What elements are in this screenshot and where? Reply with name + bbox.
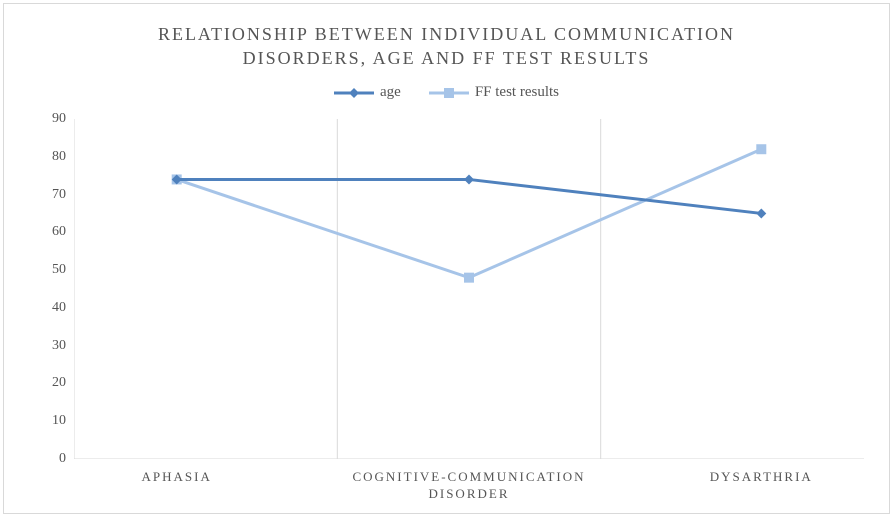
ytick-label: 20 — [52, 375, 66, 391]
ytick-label: 80 — [52, 149, 66, 165]
legend-swatch — [334, 86, 374, 100]
ytick-label: 30 — [52, 338, 66, 354]
series-marker — [464, 174, 474, 184]
ytick-label: 10 — [52, 413, 66, 429]
ytick-label: 40 — [52, 300, 66, 316]
legend: age FF test results — [4, 84, 889, 101]
legend-item: FF test results — [429, 84, 559, 101]
legend-label: age — [380, 84, 401, 100]
xtick-label: COGNITIVE-COMMUNICATION DISORDER — [339, 469, 599, 503]
chart-frame: RELATIONSHIP BETWEEN INDIVIDUAL COMMUNIC… — [3, 3, 890, 514]
chart-title-line1: RELATIONSHIP BETWEEN INDIVIDUAL COMMUNIC… — [158, 24, 735, 44]
series-marker — [464, 273, 474, 283]
series-marker — [756, 144, 766, 154]
ytick-label: 50 — [52, 262, 66, 278]
legend-label: FF test results — [475, 84, 559, 100]
series-marker — [756, 208, 766, 218]
legend-swatch — [429, 86, 469, 100]
chart-title-line2: DISORDERS, AGE AND FF TEST RESULTS — [243, 48, 651, 68]
xtick-label: APHASIA — [47, 469, 307, 486]
plot-area: 0102030405060708090APHASIACOGNITIVE-COMM… — [74, 119, 864, 459]
ytick-label: 90 — [52, 111, 66, 127]
ytick-label: 0 — [59, 451, 66, 467]
legend-item: age — [334, 84, 401, 101]
series-line — [177, 149, 762, 277]
plot-svg — [74, 119, 864, 459]
xtick-label: DYSARTHRIA — [631, 469, 891, 486]
ytick-label: 60 — [52, 224, 66, 240]
ytick-label: 70 — [52, 187, 66, 203]
chart-title: RELATIONSHIP BETWEEN INDIVIDUAL COMMUNIC… — [4, 22, 889, 71]
